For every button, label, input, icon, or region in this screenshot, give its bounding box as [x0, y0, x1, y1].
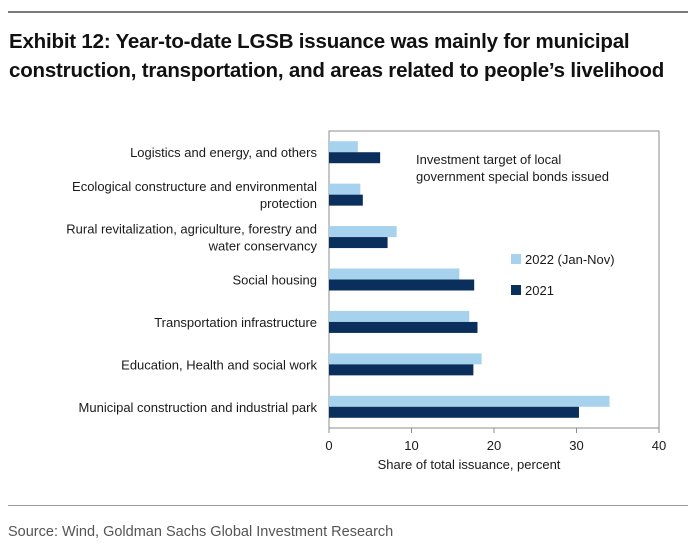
category-label-0: Logistics and energy, and others: [130, 145, 317, 160]
title-line-1: Exhibit 12: Year-to-date LGSB issuance w…: [9, 30, 630, 53]
category-labels: Logistics and energy, and others Ecologic…: [66, 145, 317, 415]
bar-2021-5: [329, 364, 474, 376]
x-tick-label-10: 10: [404, 438, 418, 453]
annotation-line-1: Investment target of local: [416, 152, 561, 167]
legend-label-2022: 2022 (Jan-Nov): [525, 252, 615, 267]
bar-2022-0: [329, 141, 358, 153]
x-tick-label-40: 40: [652, 438, 666, 453]
annotation-line-2: government special bonds issued: [416, 169, 609, 184]
category-label-1-line-1: protection: [260, 196, 317, 211]
bar-2022-4: [329, 310, 470, 322]
legend-label-2021: 2021: [525, 283, 554, 298]
bar-2022-6: [329, 395, 610, 407]
bar-2022-1: [329, 183, 361, 195]
x-tick-label-30: 30: [569, 438, 583, 453]
x-axis: 0 10 20 30 40 Share of total issuance, percen…: [325, 428, 666, 472]
category-label-6: Municipal construction and industrial pa…: [79, 400, 318, 415]
source-note: Source: Wind, Goldman Sachs Global Inves…: [8, 524, 394, 540]
bar-2021-6: [329, 406, 579, 418]
x-axis-title: Share of total issuance, percent: [378, 457, 561, 472]
title-line-2: construction, transportation, and areas …: [9, 59, 665, 82]
bar-2021-2: [329, 237, 388, 249]
chart-annotation: Investment target of local government spe…: [416, 152, 609, 184]
x-tick-label-0: 0: [325, 438, 332, 453]
bars: [329, 141, 610, 418]
bar-2022-2: [329, 226, 397, 238]
category-label-2-line-0: Rural revitalization, agriculture, fores…: [66, 222, 317, 237]
x-tick-label-20: 20: [487, 438, 501, 453]
legend-swatch-2021: [511, 285, 521, 295]
bar-2021-1: [329, 194, 363, 206]
category-label-1-line-0: Ecological constructure and environmenta…: [72, 179, 317, 194]
bar-2021-3: [329, 279, 475, 291]
category-label-3: Social housing: [232, 273, 317, 288]
legend: 2022 (Jan-Nov) 2021: [511, 252, 615, 298]
legend-swatch-2022: [511, 254, 521, 264]
bottom-rule: [8, 505, 688, 506]
bar-2022-3: [329, 268, 460, 280]
top-rule: [8, 11, 688, 13]
category-label-4: Transportation infrastructure: [154, 315, 317, 330]
bar-2021-4: [329, 321, 478, 333]
exhibit-title: Exhibit 12: Year-to-date LGSB issuance w…: [9, 27, 689, 85]
bar-2022-5: [329, 353, 482, 365]
category-label-5: Education, Health and social work: [121, 357, 317, 372]
bar-2021-0: [329, 152, 381, 164]
category-label-2-line-1: water conservancy: [208, 239, 318, 254]
